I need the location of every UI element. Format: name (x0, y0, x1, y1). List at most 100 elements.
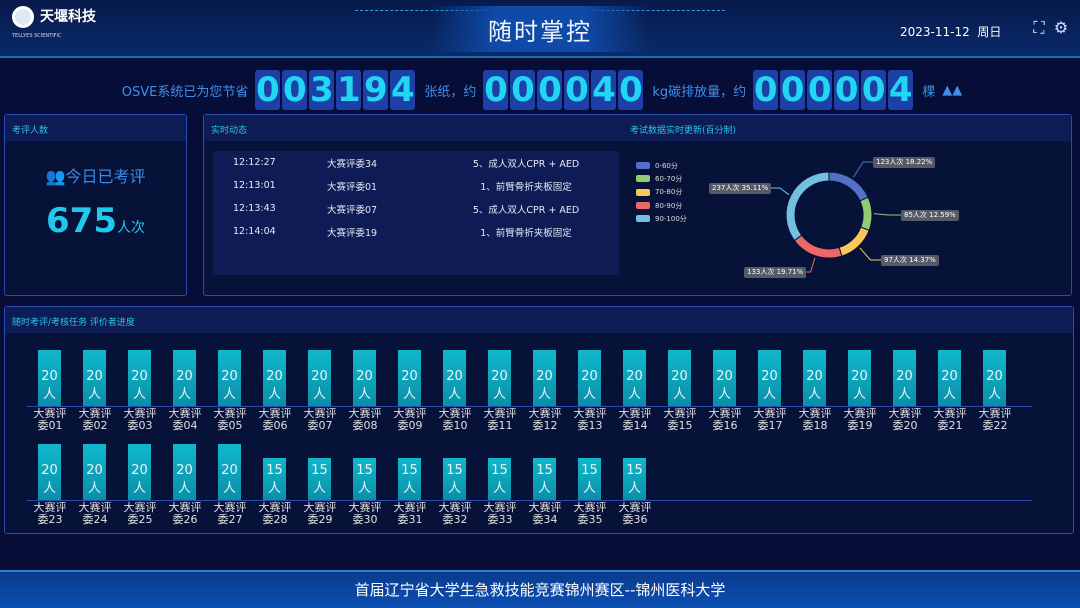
bar[interactable]: 20 人 (218, 444, 241, 500)
bar-unit: 人 (582, 387, 596, 402)
bar-unit: 人 (87, 481, 101, 496)
bar-value: 15 (626, 463, 643, 478)
bar[interactable]: 20 人 (173, 350, 196, 406)
bar[interactable]: 20 人 (443, 350, 466, 406)
digit: 4 (591, 70, 617, 110)
legend-label: 70-80分 (655, 188, 683, 197)
bar[interactable]: 20 人 (578, 350, 601, 406)
logo-text: 天堰科技 (40, 9, 96, 25)
x-tick-label: 大赛评委21 (933, 407, 967, 432)
bar[interactable]: 15 人 (488, 458, 511, 500)
bar[interactable]: 20 人 (848, 350, 871, 406)
logo-subtext: TELLYES SCIENTIFIC (12, 33, 62, 39)
legend-item[interactable]: 0-60分 (636, 159, 687, 172)
digit: 0 (861, 70, 887, 110)
x-tick: 大赛评委11 (480, 408, 520, 432)
bar[interactable]: 20 人 (533, 350, 556, 406)
x-tick: 大赛评委31 (390, 502, 430, 526)
bar-unit: 人 (627, 387, 641, 402)
bar[interactable]: 20 人 (983, 350, 1006, 406)
bar[interactable]: 15 人 (398, 458, 421, 500)
bar-unit: 人 (447, 387, 461, 402)
bar-unit: 人 (402, 387, 416, 402)
bar[interactable]: 20 人 (668, 350, 691, 406)
fullscreen-icon[interactable]: ⛶ (1033, 18, 1045, 37)
bar[interactable]: 15 人 (443, 458, 466, 500)
donut-slice[interactable] (793, 234, 843, 259)
bar[interactable]: 20 人 (353, 350, 376, 406)
x-tick-label: 大赛评委17 (753, 407, 787, 432)
gear-icon[interactable]: ⚙ (1053, 18, 1069, 37)
bar-value: 20 (221, 369, 238, 384)
bar-unit: 人 (267, 481, 281, 496)
bar[interactable]: 20 人 (38, 350, 61, 406)
digit: 0 (537, 70, 563, 110)
today-count: 675 (46, 201, 117, 241)
feed-judge: 大赛评委19 (327, 227, 378, 239)
legend-item[interactable]: 70-80分 (636, 186, 687, 199)
bar[interactable]: 20 人 (623, 350, 646, 406)
bar[interactable]: 15 人 (308, 458, 331, 500)
legend-item[interactable]: 90-100分 (636, 212, 687, 225)
donut-slice[interactable] (838, 226, 870, 257)
donut-slice[interactable] (859, 196, 873, 232)
bar[interactable]: 15 人 (353, 458, 376, 500)
bar[interactable]: 20 人 (38, 444, 61, 500)
panel-title: 随时考评/考核任务 评价者进度 (5, 307, 1073, 333)
bar[interactable]: 20 人 (398, 350, 421, 406)
bar-value: 20 (86, 463, 103, 478)
x-tick: 大赛评委09 (390, 408, 430, 432)
x-tick-label: 大赛评委11 (483, 407, 517, 432)
carbon-unit: kg碳排放量，约 (652, 84, 747, 100)
bar[interactable]: 20 人 (893, 350, 916, 406)
bar[interactable]: 15 人 (533, 458, 556, 500)
bar-value: 20 (896, 369, 913, 384)
legend-item[interactable]: 80-90分 (636, 199, 687, 212)
bar-value: 20 (761, 369, 778, 384)
x-tick-label: 大赛评委35 (573, 501, 607, 526)
donut-slice[interactable] (828, 171, 869, 202)
bar-value: 20 (401, 369, 418, 384)
feed-judge: 大赛评委07 (327, 204, 378, 216)
bar[interactable]: 20 人 (758, 350, 781, 406)
bar[interactable]: 20 人 (83, 444, 106, 500)
x-tick-label: 大赛评委32 (438, 501, 472, 526)
digit: 3 (309, 70, 335, 110)
feed-task: 1、前臂骨折夹板固定 (480, 227, 572, 239)
bar[interactable]: 20 人 (83, 350, 106, 406)
bar[interactable]: 20 人 (713, 350, 736, 406)
x-tick: 大赛评委26 (165, 502, 205, 526)
x-tick: 大赛评委20 (885, 408, 925, 432)
tree-icon: ▲▲ (942, 82, 963, 98)
x-tick-label: 大赛评委36 (618, 501, 652, 526)
bar[interactable]: 20 人 (128, 350, 151, 406)
bar[interactable]: 20 人 (488, 350, 511, 406)
bar[interactable]: 20 人 (263, 350, 286, 406)
bar-value: 20 (806, 369, 823, 384)
bar[interactable]: 20 人 (218, 350, 241, 406)
x-tick-label: 大赛评委28 (258, 501, 292, 526)
panel-title: 考评人数 (5, 115, 186, 141)
bar[interactable]: 20 人 (128, 444, 151, 500)
feed-row: 12:13:43 大赛评委07 5、成人双人CPR + AED (213, 197, 619, 220)
bar[interactable]: 20 人 (938, 350, 961, 406)
bar-value: 20 (446, 369, 463, 384)
pie-legend: 0-60分 60-70分 70-80分 80-90分 90-100分 (636, 159, 687, 225)
legend-item[interactable]: 60-70分 (636, 172, 687, 185)
bar[interactable]: 20 人 (803, 350, 826, 406)
bar[interactable]: 15 人 (263, 458, 286, 500)
donut-slice[interactable] (785, 171, 830, 242)
feed-time: 12:13:43 (233, 203, 276, 214)
bar-value: 20 (131, 369, 148, 384)
bar-unit: 人 (357, 481, 371, 496)
bar-value: 15 (266, 463, 283, 478)
bar-value: 20 (716, 369, 733, 384)
x-tick: 大赛评委21 (930, 408, 970, 432)
bar[interactable]: 15 人 (578, 458, 601, 500)
x-tick: 大赛评委02 (75, 408, 115, 432)
x-tick-label: 大赛评委24 (78, 501, 112, 526)
bar[interactable]: 20 人 (308, 350, 331, 406)
bar[interactable]: 15 人 (623, 458, 646, 500)
bar[interactable]: 20 人 (173, 444, 196, 500)
